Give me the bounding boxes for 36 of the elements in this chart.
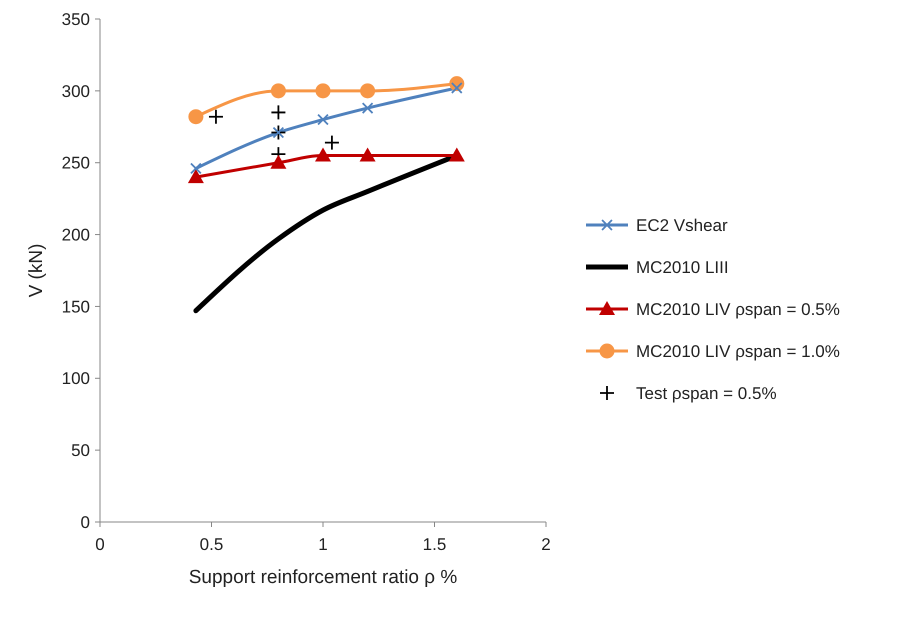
x-tick-label: 1.5 xyxy=(422,535,446,554)
point xyxy=(208,108,224,125)
point xyxy=(315,148,331,162)
y-tick-label: 250 xyxy=(62,154,90,173)
point xyxy=(360,148,376,162)
point xyxy=(270,154,286,169)
legend-label: MC2010 LIII xyxy=(636,258,729,277)
point xyxy=(188,169,204,184)
y-tick-label: 150 xyxy=(62,297,90,316)
legend-label: MC2010 LIV ρspan = 1.0% xyxy=(636,342,840,361)
y-axis-title: V (kN) xyxy=(26,244,47,298)
y-tick-label: 50 xyxy=(71,441,90,460)
y-tick-label: 300 xyxy=(62,82,90,101)
point xyxy=(324,134,340,150)
x-tick-label: 2 xyxy=(541,535,551,554)
x-tick-label: 1 xyxy=(318,535,328,554)
point xyxy=(360,83,376,98)
point xyxy=(316,83,330,98)
point xyxy=(190,162,202,174)
point xyxy=(270,83,286,98)
y-tick-label: 200 xyxy=(62,226,90,245)
y-tick-label: 350 xyxy=(62,10,90,29)
legend-label: Test ρspan = 0.5% xyxy=(636,384,777,403)
x-axis-title: Support reinforcement ratio ρ % xyxy=(188,567,458,588)
y-tick-label: 0 xyxy=(80,512,90,532)
point xyxy=(270,104,286,120)
x-tick-label: 0 xyxy=(95,535,105,554)
point xyxy=(448,148,465,162)
point xyxy=(188,109,204,124)
legend-label: EC2 Vshear xyxy=(636,216,728,235)
point xyxy=(362,102,374,114)
point xyxy=(450,82,463,94)
x-tick-label: 0.5 xyxy=(200,535,224,554)
point xyxy=(317,114,329,126)
legend-label: MC2010 LIV ρspan = 0.5% xyxy=(636,300,840,319)
y-tick-label: 100 xyxy=(62,369,90,388)
